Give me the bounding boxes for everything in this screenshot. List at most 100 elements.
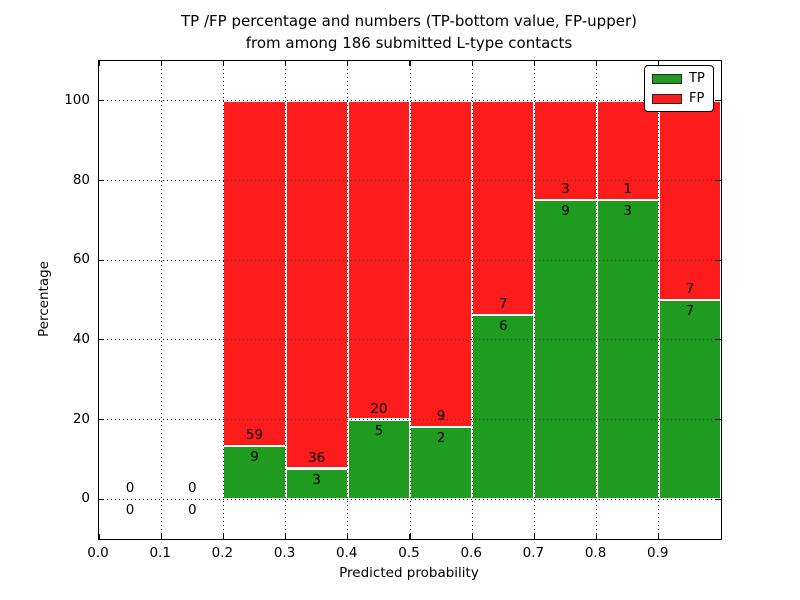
x-tick-label: 0.9 xyxy=(647,545,669,561)
x-axis-label: Predicted probability xyxy=(339,565,479,581)
bar-segment-fp xyxy=(596,100,659,201)
annotations-layer: 0 0 0 0 59 9 36 3 20 5 9 2 7 6 3 9 1 3 7 7 xyxy=(99,61,721,539)
y-tick-mark xyxy=(99,259,104,261)
y-tick-mark xyxy=(716,100,721,102)
bar-count-label-tp: 7 xyxy=(685,303,695,319)
x-tick-mark xyxy=(222,534,224,539)
bar-segment-tp xyxy=(534,200,597,500)
bar-count-label-fp: 9 xyxy=(436,407,446,424)
bar-count-label-tp: 2 xyxy=(436,429,446,446)
y-tick-mark xyxy=(99,418,104,421)
gridline-vertical xyxy=(285,61,287,539)
x-tick-mark xyxy=(347,534,349,539)
bar-count-label-fp: 20 xyxy=(370,400,388,417)
gridline-vertical xyxy=(596,61,598,539)
x-tick-label: 0.3 xyxy=(273,545,296,561)
legend-label-tp: TP xyxy=(689,71,705,86)
bar-segment-tp xyxy=(223,446,286,500)
gridline-vertical xyxy=(533,61,535,539)
x-tick-label: 0.0 xyxy=(87,545,109,561)
x-tick-mark xyxy=(533,534,535,539)
x-tick-label: 0.8 xyxy=(584,545,607,561)
bar-segment-tp xyxy=(347,419,410,500)
bar-count-label-tp: 5 xyxy=(374,422,384,439)
bar-segment-fp xyxy=(285,100,348,469)
bar-count-label-tp: 0 xyxy=(125,502,135,519)
y-axis-label: Percentage xyxy=(36,261,52,337)
fp-color-swatch xyxy=(652,94,682,104)
y-tick-mark xyxy=(716,339,721,341)
x-tick-mark xyxy=(98,534,100,539)
bar-count-label-fp: 59 xyxy=(245,427,264,444)
x-tick-label: 0.1 xyxy=(149,545,171,561)
y-tick-label: 40 xyxy=(72,330,90,347)
bar-count-label-tp: 9 xyxy=(250,449,259,466)
bars-layer xyxy=(99,61,721,539)
legend-label-fp: FP xyxy=(689,91,705,106)
gridline-horizontal xyxy=(99,339,721,341)
x-tick-mark xyxy=(409,534,411,539)
x-tick-mark xyxy=(347,61,349,66)
ticks-layer xyxy=(98,61,721,539)
bar-segment-fp xyxy=(472,100,535,316)
x-tick-mark xyxy=(596,61,598,66)
x-tick-mark xyxy=(285,534,287,539)
y-tick-mark xyxy=(716,418,721,421)
bar-segment-fp xyxy=(223,100,286,447)
bar-count-label-tp: 6 xyxy=(499,318,508,335)
x-tick-mark xyxy=(160,61,162,66)
gridline-vertical xyxy=(409,61,411,539)
x-tick-mark xyxy=(409,61,411,66)
y-tick-label: 100 xyxy=(64,91,90,108)
gridline-vertical xyxy=(471,61,473,539)
x-tick-label: 0.4 xyxy=(336,545,358,561)
bar-count-label-fp: 36 xyxy=(308,449,326,466)
x-tick-mark xyxy=(160,534,162,539)
x-tick-mark xyxy=(658,534,660,539)
y-tick-mark xyxy=(99,179,104,182)
bar-segment-fp xyxy=(410,100,473,427)
x-tick-label: 0.2 xyxy=(211,545,234,561)
bar-count-label-fp: 7 xyxy=(685,281,695,297)
bar-segment-tp xyxy=(285,468,348,500)
bar-segment-fp xyxy=(534,100,597,201)
gridline-vertical xyxy=(160,61,162,539)
bar-count-label-fp: 7 xyxy=(499,296,508,313)
bar-count-label-fp: 3 xyxy=(561,181,570,198)
gridline-vertical xyxy=(222,61,224,539)
legend-item-fp: FP xyxy=(645,92,713,106)
x-tick-mark xyxy=(471,61,473,66)
y-tick-mark xyxy=(716,179,721,182)
x-tick-mark xyxy=(596,534,598,539)
chart-title-line2: from among 186 submitted L-type contacts xyxy=(245,34,573,52)
bar-count-label-tp: 0 xyxy=(188,502,197,519)
bar-segment-tp xyxy=(410,426,473,500)
y-tick-mark xyxy=(99,498,104,500)
gridline-horizontal xyxy=(99,259,721,261)
legend-item-tp: TP xyxy=(645,72,713,86)
x-tick-label: 0.6 xyxy=(460,545,482,561)
y-tick-mark xyxy=(716,498,721,500)
plot-area: 0 0 0 0 59 9 36 3 20 5 9 2 7 6 3 9 1 3 7 7 xyxy=(98,60,722,540)
gridline-vertical xyxy=(658,61,660,539)
x-tick-label: 0.7 xyxy=(522,545,545,561)
grid-layer xyxy=(99,61,721,539)
bar-count-label-tp: 9 xyxy=(561,203,570,220)
gridline-horizontal xyxy=(99,100,721,102)
bar-segment-tp xyxy=(658,300,721,500)
gridline-horizontal xyxy=(99,419,721,420)
x-tick-mark xyxy=(658,61,660,66)
gridline-horizontal xyxy=(99,180,721,181)
bar-count-label-fp: 1 xyxy=(623,181,632,198)
x-tick-mark xyxy=(471,534,473,539)
x-tick-mark xyxy=(98,61,100,66)
bar-count-label-fp: 0 xyxy=(125,480,135,497)
gridline-vertical xyxy=(347,61,349,539)
chart-title-line1: TP /FP percentage and numbers (TP-bottom… xyxy=(181,12,637,30)
bar-count-label-tp: 3 xyxy=(623,203,632,220)
bar-count-label-tp: 3 xyxy=(312,471,321,488)
bar-segment-tp xyxy=(472,315,535,500)
y-tick-label: 0 xyxy=(81,490,90,507)
x-tick-label: 0.5 xyxy=(398,545,420,561)
